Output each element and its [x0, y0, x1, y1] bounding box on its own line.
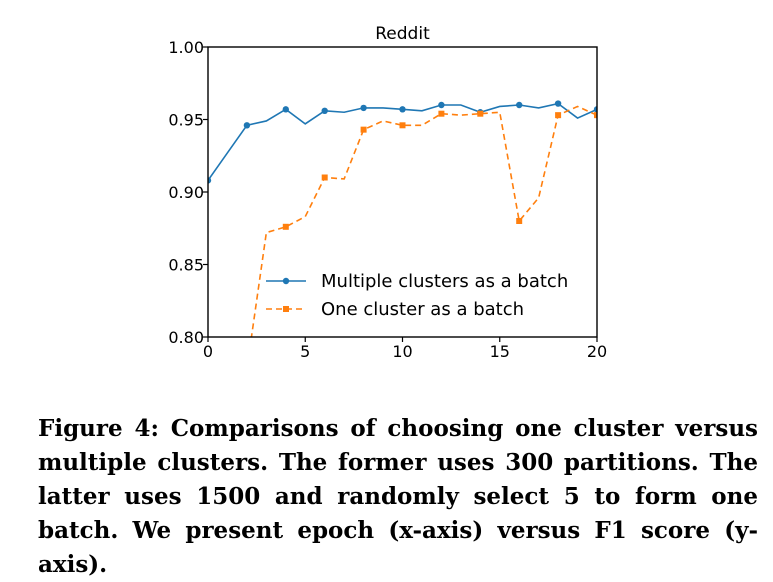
data-point	[438, 110, 445, 117]
y-tick-label: 0.80	[168, 328, 204, 347]
legend-swatch-marker	[282, 277, 290, 285]
chart-title: Reddit	[375, 24, 430, 44]
x-tick-label: 20	[587, 342, 607, 361]
data-point	[360, 126, 367, 133]
data-point	[321, 107, 328, 115]
legend-swatch-marker	[283, 306, 289, 312]
data-point	[516, 218, 523, 224]
legend-label: Multiple clusters as a batch	[321, 271, 568, 292]
x-tick-label: 0	[203, 342, 213, 361]
x-tick-label: 15	[490, 342, 510, 361]
data-point	[438, 101, 445, 109]
y-tick-label: 0.85	[168, 256, 204, 275]
data-point	[208, 177, 212, 184]
legend: Multiple clusters as a batch One cluster …	[266, 271, 568, 320]
data-point	[399, 122, 406, 129]
plot-frame	[207, 46, 598, 338]
data-point	[593, 106, 597, 113]
data-point	[244, 366, 250, 372]
y-tick-label: 0.95	[168, 111, 204, 130]
plot-area	[208, 100, 597, 372]
figure-caption: Figure 4: Comparisons of choosing one cl…	[38, 415, 758, 578]
y-tick-label: 1.00	[168, 38, 204, 57]
data-point	[282, 223, 289, 230]
data-point	[321, 174, 328, 181]
chart: Reddit 0 5 10 15 20 0.80 0.85 0.90 0.95 1.00 Mul…	[168, 24, 607, 372]
data-point	[477, 110, 484, 117]
series-line-2	[250, 105, 597, 337]
y-axis: 0.80 0.85 0.90 0.95 1.00	[168, 38, 208, 347]
data-point	[554, 100, 562, 107]
x-tick-label: 5	[300, 342, 310, 361]
series-line-1	[208, 102, 597, 181]
data-point	[594, 112, 597, 119]
data-point	[360, 104, 367, 112]
data-point	[555, 112, 562, 119]
x-axis: 0 5 10 15 20	[203, 337, 607, 361]
data-point	[399, 106, 406, 113]
data-point	[243, 122, 251, 129]
x-tick-label: 10	[392, 342, 412, 361]
y-tick-label: 0.90	[168, 183, 204, 202]
data-point	[516, 101, 523, 109]
legend-label: One cluster as a batch	[321, 299, 524, 320]
data-point	[282, 106, 289, 113]
